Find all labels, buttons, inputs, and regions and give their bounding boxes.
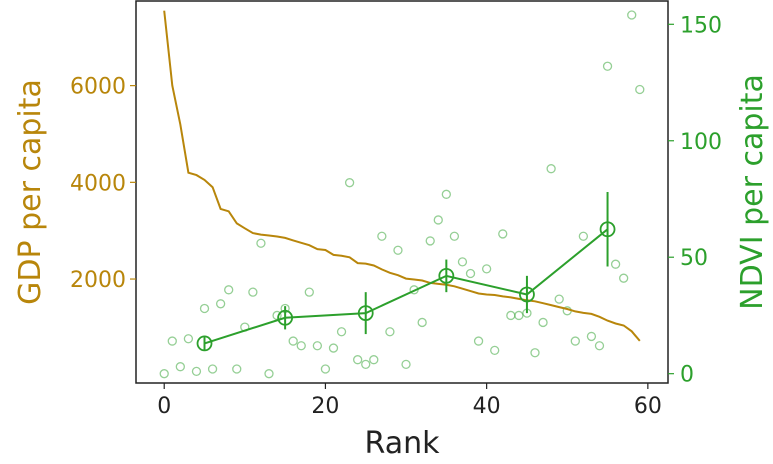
ndvi-point [344,178,355,188]
ndvi-point [248,287,258,297]
ndvi-point [490,345,500,356]
y-tick-label-left: 6000 [70,75,126,100]
ndvi-point [554,294,564,304]
ndvi-point [232,364,242,374]
ndvi-binned-line [204,228,609,345]
ndvi-point [353,355,363,365]
ndvi-point [207,364,218,374]
x-tick-label: 20 [311,394,339,419]
ndvi-binned-marker [357,305,374,322]
ndvi-point [256,238,266,248]
ndvi-point [312,341,323,351]
ndvi-point [167,336,177,346]
ndvi-point [473,336,484,346]
ndvi-point [441,189,451,199]
ndvi-point [586,331,597,342]
ndvi-point [538,317,548,328]
ndvi-binned-marker [277,309,294,326]
x-tick-label: 0 [157,394,171,419]
y-tick-label-right: 50 [680,246,708,271]
ndvi-point [425,236,435,246]
gdp-line-layer [163,10,641,342]
y-tick-label-right: 100 [680,130,722,155]
ndvi-point [336,327,347,337]
ndvi-binned-marker [196,335,213,352]
ndvi-point [224,285,234,295]
ndvi-point [530,348,540,358]
y-tick-label-left: 2000 [70,268,126,293]
x-axis-label: Rank [365,426,441,461]
ndvi-point [610,259,621,269]
ndvi-point [369,355,379,365]
ndvi-point [361,359,371,370]
ndvi-point [457,257,468,267]
y-axis-label-left: GDP per capita [13,79,48,305]
ndvi-binned-marker [438,267,455,284]
ndvi-point [385,327,395,337]
ndvi-point [304,287,314,297]
ndvi-point [635,84,645,95]
y-tick-label-right: 150 [680,13,722,38]
ndvi-binned-marker [599,221,616,238]
ndvi-point [498,229,508,239]
ndvi-point [199,303,210,314]
ndvi-point [578,231,589,241]
ndvi-point [465,268,476,279]
ndvi-point [159,369,169,379]
ndvi-point [506,310,516,321]
ndvi-point [377,231,387,241]
ndvi-point [264,369,274,379]
ndvi-point [320,364,331,374]
ndvi-binned-series [196,192,616,352]
ndvi-scatter-points [159,10,645,379]
ndvi-point [288,336,298,346]
ndvi-point [619,273,629,283]
ndvi-binned-marker [519,286,535,303]
plot-frame [135,0,669,384]
ndvi-point [401,359,411,370]
ndvi-point [215,299,226,309]
ndvi-point [183,334,194,344]
y-axis-label-right: NDVI per capita [735,74,770,310]
ndvi-point [514,310,524,321]
ndvi-point [328,343,339,353]
x-tick-label: 40 [473,394,501,419]
ndvi-point [449,231,460,241]
ndvi-point [602,61,613,71]
ndvi-point [175,362,185,372]
ndvi-point [594,341,605,351]
ndvi-point [627,10,637,20]
y-tick-label-left: 4000 [70,171,126,196]
ndvi-point [191,366,202,377]
ndvi-point [296,341,306,351]
y-tick-label-right: 0 [680,363,694,388]
ndvi-point [481,264,492,274]
x-tick-label: 60 [634,394,662,419]
ndvi-point [570,336,580,346]
ndvi-point [546,164,556,174]
axis-ticks: 0 20 40 60 2000 4000 6000 0 50 100 150 [70,13,722,419]
ndvi-point [433,215,443,225]
ndvi-point [393,245,403,255]
gdp-line [163,10,641,342]
ndvi-point [417,317,427,328]
